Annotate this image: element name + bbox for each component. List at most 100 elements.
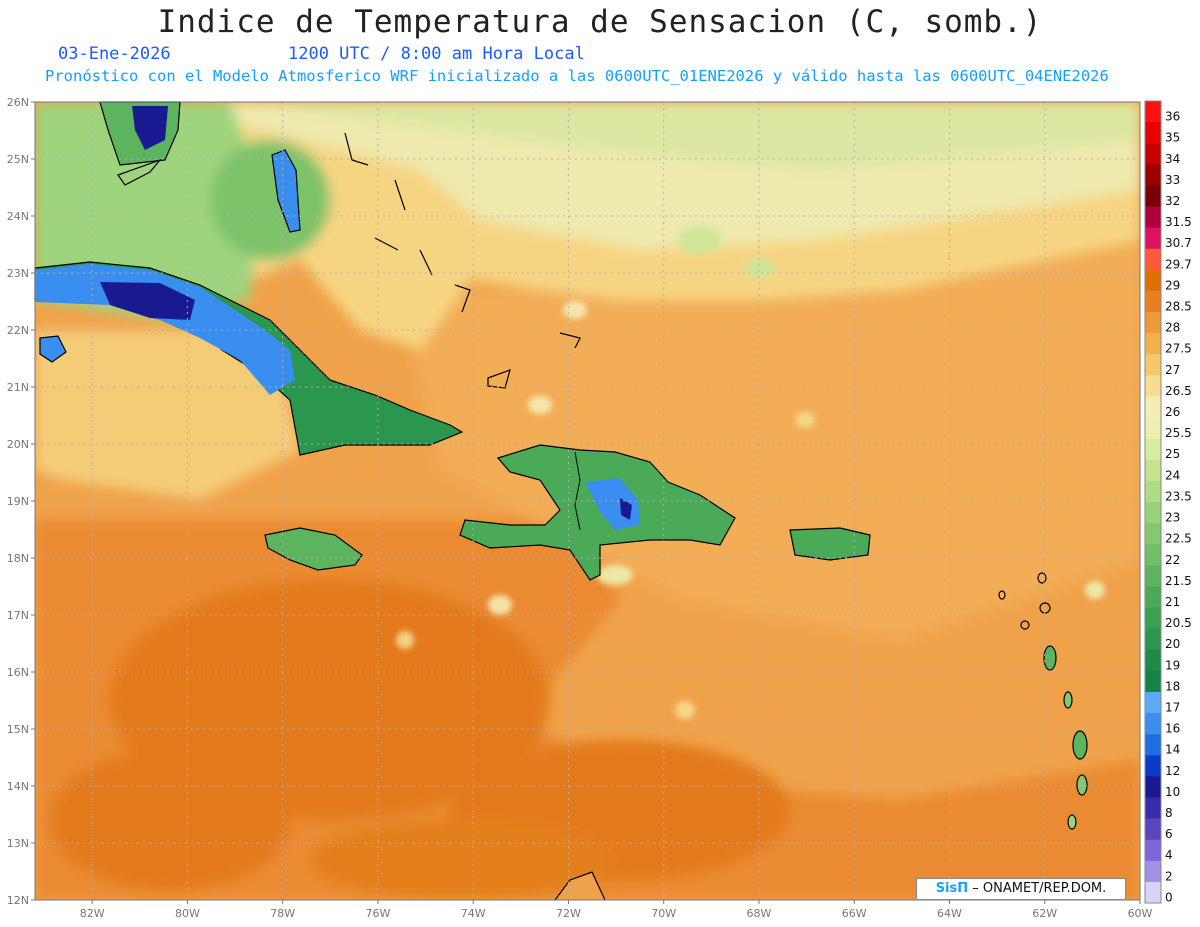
legend-swatch [1145, 607, 1161, 630]
lat-tick-label: 24N [7, 210, 29, 223]
lon-tick-label: 72W [556, 907, 581, 920]
legend-frame [1144, 100, 1162, 904]
legend-swatch [1145, 818, 1161, 841]
lat-tick-label: 13N [7, 837, 29, 850]
legend-label: 35 [1165, 131, 1180, 145]
lon-tick-label: 60W [1128, 907, 1153, 920]
lat-tick-label: 19N [7, 495, 29, 508]
lon-tick-label: 78W [270, 907, 295, 920]
land-masses [34, 101, 1088, 901]
legend-swatch [1145, 354, 1161, 376]
legend-swatch [1145, 881, 1161, 904]
legend-label: 21 [1165, 595, 1180, 609]
lat-lon-grid [35, 102, 1140, 900]
legend-label: 18 [1165, 679, 1180, 693]
legend-label: 25 [1165, 447, 1180, 461]
color-legend: 363534333231.530.729.72928.52827.52726.5… [1144, 100, 1192, 904]
lon-tick-label: 64W [937, 907, 962, 920]
legend-label: 4 [1165, 848, 1173, 862]
legend-swatch [1145, 839, 1161, 862]
legend-label: 26.5 [1165, 384, 1192, 398]
legend-swatch [1145, 417, 1161, 440]
legend-label: 22.5 [1165, 532, 1192, 546]
legend-label: 28 [1165, 321, 1180, 335]
legend-swatch [1145, 290, 1161, 313]
legend-swatch [1145, 164, 1161, 186]
legend-swatch [1145, 713, 1161, 735]
credit-text: – ONAMET/REP.DOM. [972, 881, 1107, 896]
legend-label: 16 [1165, 722, 1180, 736]
legend-swatch [1145, 544, 1161, 566]
legend-swatch [1145, 333, 1161, 355]
legend-swatch [1145, 459, 1161, 482]
legend-label: 33 [1165, 173, 1180, 187]
map-title: Indice de Temperatura de Sensacion (C, s… [157, 4, 1043, 40]
legend-label: 36 [1165, 110, 1180, 124]
legend-swatch [1145, 122, 1161, 144]
legend-swatch [1145, 649, 1161, 672]
lat-tick-label: 15N [7, 723, 29, 736]
legend-swatch [1145, 438, 1161, 461]
legend-swatch [1145, 670, 1161, 693]
legend-label: 20.5 [1165, 616, 1192, 630]
legend-swatch [1145, 248, 1161, 271]
legend-label: 20 [1165, 637, 1180, 651]
legend-swatch [1145, 586, 1161, 609]
lat-tick-label: 17N [7, 609, 29, 622]
legend-label: 23 [1165, 511, 1180, 525]
lon-tick-label: 82W [80, 907, 105, 920]
legend-swatch [1145, 502, 1161, 524]
legend-label: 24 [1165, 468, 1180, 482]
axis-ticks: 82W 80W 78W 76W 74W 72W 70W 68W 66W 64W 62W 60W 26N 2… [7, 96, 1153, 920]
lat-tick-label: 20N [7, 438, 29, 451]
legend-swatch [1145, 797, 1161, 820]
legend-label: 26 [1165, 405, 1180, 419]
lon-tick-label: 74W [461, 907, 486, 920]
lon-tick-label: 70W [651, 907, 676, 920]
lon-tick-label: 80W [175, 907, 200, 920]
legend-label: 12 [1165, 764, 1180, 778]
legend-label: 2 [1165, 869, 1173, 883]
lat-tick-label: 14N [7, 780, 29, 793]
legend-label: 29.7 [1165, 257, 1192, 271]
legend-swatch [1145, 206, 1161, 229]
lon-tick-label: 76W [365, 907, 390, 920]
legend-swatch [1145, 523, 1161, 545]
legend-swatch [1145, 691, 1161, 714]
legend-label: 19 [1165, 658, 1180, 672]
legend-label: 23.5 [1165, 489, 1192, 503]
lon-tick-label: 66W [842, 907, 867, 920]
legend-swatch [1145, 755, 1161, 777]
legend-label: 0 [1165, 890, 1173, 904]
legend-swatch [1145, 396, 1161, 419]
legend-swatch [1145, 101, 1161, 123]
legend-label: 28.5 [1165, 300, 1192, 314]
legend-label: 32 [1165, 194, 1180, 208]
date-label: 03-Ene-2026 [58, 44, 171, 64]
brand-label: SisΠ [935, 881, 969, 896]
lat-tick-label: 21N [7, 381, 29, 394]
legend-swatch [1145, 860, 1161, 883]
legend-swatch [1145, 143, 1161, 165]
legend-label: 34 [1165, 152, 1180, 166]
legend-label: 14 [1165, 743, 1180, 757]
legend-swatch [1145, 227, 1161, 250]
legend-swatch [1145, 375, 1161, 397]
model-description: Pronóstico con el Modelo Atmosferico WRF… [45, 67, 1109, 85]
lon-tick-label: 68W [747, 907, 772, 920]
lat-tick-label: 26N [7, 96, 29, 109]
lat-tick-label: 25N [7, 153, 29, 166]
legend-swatch [1145, 185, 1161, 208]
legend-label: 21.5 [1165, 574, 1192, 588]
legend-swatch [1145, 269, 1161, 292]
legend-swatch [1145, 734, 1161, 756]
legend-label: 29 [1165, 278, 1180, 292]
legend-swatch [1145, 565, 1161, 587]
legend-label: 30.7 [1165, 236, 1192, 250]
credit-box: SisΠ – ONAMET/REP.DOM. [916, 878, 1126, 900]
legend-swatch [1145, 480, 1161, 503]
lat-tick-label: 16N [7, 666, 29, 679]
legend-label: 25.5 [1165, 426, 1192, 440]
lat-tick-label: 22N [7, 324, 29, 337]
